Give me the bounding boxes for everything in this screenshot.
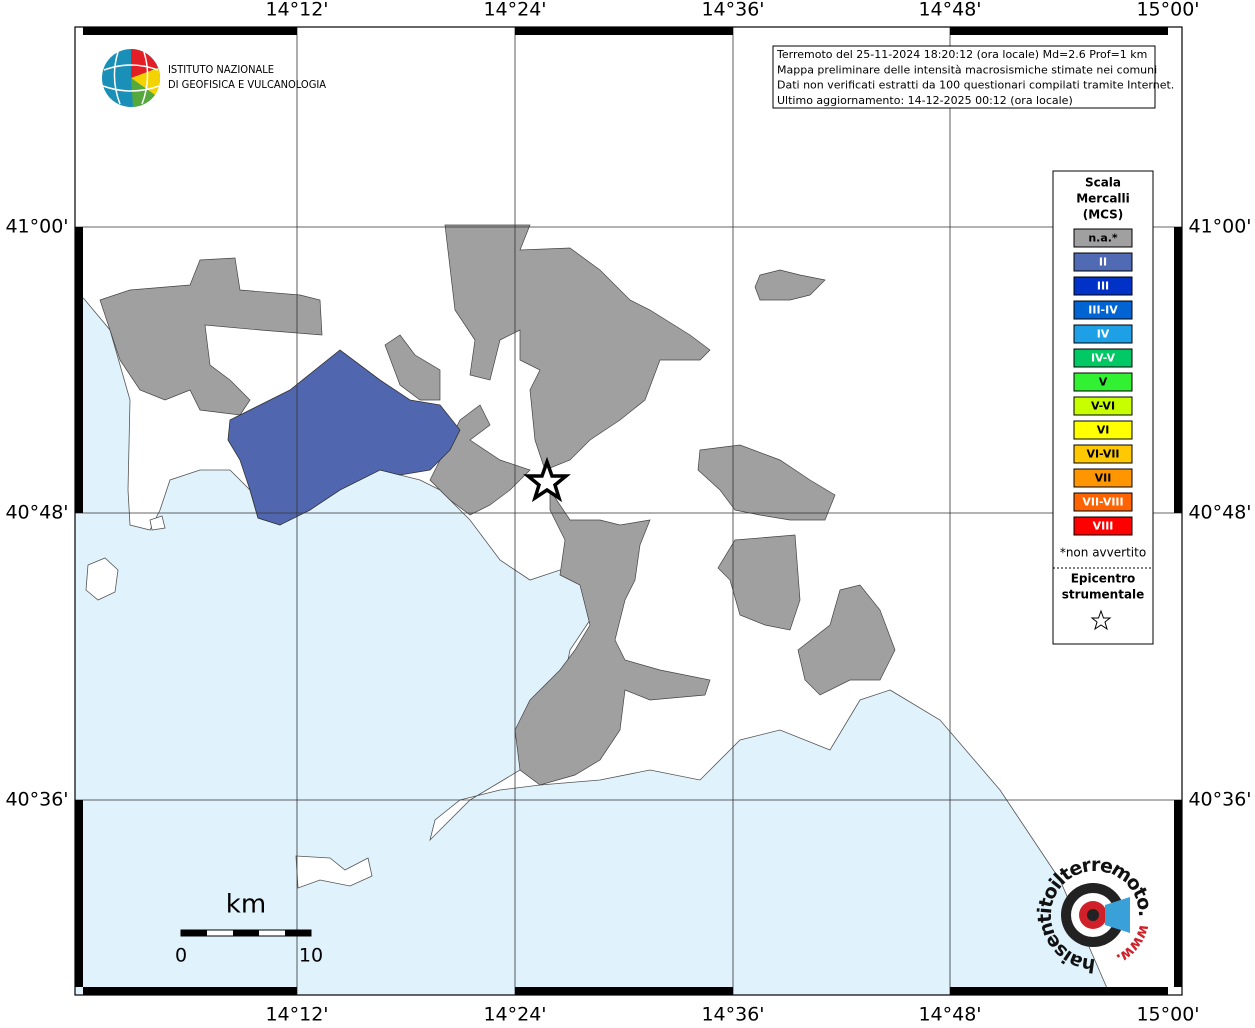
legend-swatch	[1073, 468, 1133, 488]
island-capri	[295, 855, 373, 889]
legend-title: Scala	[1085, 176, 1121, 190]
frame-bar	[515, 27, 733, 35]
frame-bar	[515, 987, 733, 995]
left-coord-label: 40°48'	[5, 502, 68, 524]
region-na	[384, 334, 441, 401]
region-na	[99, 257, 323, 416]
region-na	[444, 224, 711, 471]
right-coord-label: 40°48'	[1188, 502, 1251, 524]
bottom-coord-label: 14°36'	[701, 1004, 764, 1025]
top-coord-label: 15°00'	[1136, 0, 1199, 21]
top-coord-label: 14°24'	[483, 0, 546, 21]
info-line: Terremoto del 25-11-2024 18:20:12 (ora l…	[776, 48, 1147, 61]
legend-label: VI	[1097, 424, 1110, 437]
legend-label: n.a.*	[1088, 232, 1118, 245]
left-coord-label: 41°00'	[5, 216, 68, 238]
scale-segment	[285, 930, 311, 936]
legend: ScalaMercalli(MCS)n.a.*IIIIIIII-IVIVIV-V…	[1052, 170, 1154, 645]
bottom-coord-label: 15°00'	[1136, 1004, 1199, 1025]
frame-bar	[1174, 800, 1182, 987]
legend-note: *non avvertito	[1060, 546, 1146, 560]
region-sa	[717, 534, 801, 631]
island-ischia	[85, 557, 119, 601]
legend-swatch	[1073, 300, 1133, 320]
legend-swatch	[1073, 420, 1133, 440]
logo-text: ISTITUTO NAZIONALE	[168, 63, 274, 76]
frame-bar	[950, 987, 1168, 995]
left-coord-label: 40°36'	[5, 789, 68, 811]
legend-label: VII-VIII	[1082, 496, 1123, 509]
scale-unit: km	[226, 890, 266, 920]
legend-label: IV	[1097, 328, 1110, 341]
logo-segment	[131, 49, 158, 78]
legend-label: V	[1099, 376, 1108, 389]
info-box: Terremoto del 25-11-2024 18:20:12 (ora l…	[772, 45, 1174, 109]
region-sa	[697, 444, 836, 521]
scale-bar: km 0 10	[175, 890, 323, 967]
legend-label: IV-V	[1091, 352, 1116, 365]
legend-swatch	[1073, 444, 1133, 464]
scale-label: 0	[175, 945, 187, 967]
region-sa	[797, 584, 896, 696]
legend-label: III	[1097, 280, 1109, 293]
island-procida	[149, 515, 166, 531]
legend-title: Mercalli	[1076, 192, 1130, 206]
legend-swatch	[1073, 324, 1133, 344]
legend-swatch	[1073, 372, 1133, 392]
bottom-coord-label: 14°48'	[918, 1004, 981, 1025]
scale-segment	[233, 930, 259, 936]
legend-swatch	[1073, 396, 1133, 416]
epicenter-star	[523, 456, 571, 503]
legend-swatch	[1073, 276, 1133, 296]
bottom-coord-label: 14°12'	[265, 1004, 328, 1025]
top-coord-label: 14°12'	[265, 0, 328, 21]
legend-title: (MCS)	[1083, 208, 1124, 222]
legend-epicenter: strumentale	[1062, 588, 1145, 602]
logo-lines	[102, 51, 160, 105]
legend-star	[1090, 609, 1112, 631]
frame-bar	[1174, 227, 1182, 513]
logo-segment	[131, 78, 155, 107]
region-av	[754, 269, 826, 301]
info-line: Dati non verificati estratti da 100 ques…	[777, 79, 1174, 92]
graticule	[75, 27, 1182, 995]
legend-swatch	[1073, 252, 1133, 272]
legend-label: III-IV	[1088, 304, 1118, 317]
legend-swatch	[1073, 492, 1133, 512]
ingv-logo: ISTITUTO NAZIONALE DI GEOFISICA E VULCAN…	[102, 49, 326, 107]
legend-swatch	[1073, 516, 1133, 536]
legend-swatch	[1073, 348, 1133, 368]
info-line: Ultimo aggiornamento: 14-12-2025 00:12 (…	[777, 94, 1073, 107]
frame-bar	[83, 27, 297, 35]
frame-bar	[83, 987, 297, 995]
scale-segment	[181, 930, 207, 936]
legend-label: VIII	[1093, 520, 1114, 533]
region-sa	[514, 488, 711, 786]
scale-label: 10	[299, 945, 323, 967]
region-napoli	[227, 349, 461, 526]
top-coord-label: 14°36'	[701, 0, 764, 21]
legend-swatch	[1073, 228, 1133, 248]
badge-speaker	[1105, 897, 1130, 933]
municipalities	[99, 224, 896, 786]
right-coord-label: 41°00'	[1188, 216, 1251, 238]
legend-label: V-VI	[1091, 400, 1115, 413]
legend-label: II	[1099, 256, 1107, 269]
frame-bar	[75, 800, 83, 987]
info-frame	[772, 45, 1156, 109]
info-line: Mappa preliminare delle intensità macros…	[777, 63, 1157, 76]
logo-text: DI GEOFISICA E VULCANOLOGIA	[168, 78, 326, 91]
top-coord-label: 14°48'	[918, 0, 981, 21]
legend-label: VI-VII	[1086, 448, 1119, 461]
legend-label: VII	[1095, 472, 1112, 485]
frame-bar	[950, 27, 1168, 35]
frame	[74, 26, 1183, 996]
badge-center	[1087, 909, 1099, 921]
right-coord-label: 40°36'	[1188, 789, 1251, 811]
bottom-coord-label: 14°24'	[483, 1004, 546, 1025]
legend-epicenter: Epicentro	[1071, 572, 1136, 586]
frame-bar	[75, 227, 83, 513]
